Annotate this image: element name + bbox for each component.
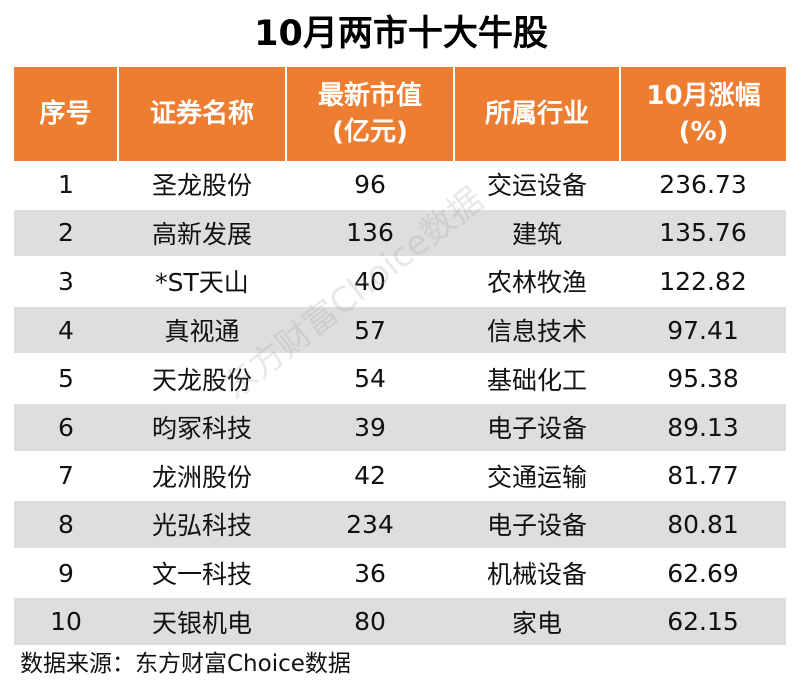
cell-stock-name: 天龙股份 <box>118 353 286 403</box>
header-label: 最新市值 <box>317 81 422 111</box>
table-title: 10月两市十大牛股 <box>254 14 548 54</box>
header-market-cap: 最新市值 (亿元) <box>285 67 454 161</box>
cell-market-cap: 39 <box>286 401 454 452</box>
top-stocks-table: 序号 证券名称 最新市值 (亿元) 所属行业 10月涨幅 (%) 1 圣龙股份 96 交运设备 23… <box>14 67 786 645</box>
cell-industry: 交通运输 <box>454 450 620 501</box>
cell-october-gain: 62.15 <box>620 596 786 645</box>
cell-market-cap: 42 <box>286 450 454 501</box>
cell-stock-name: 文一科技 <box>118 547 286 598</box>
cell-market-cap: 36 <box>286 547 454 598</box>
cell-stock-name: 光弘科技 <box>118 499 286 549</box>
cell-industry: 基础化工 <box>454 353 620 403</box>
cell-stock-name: 龙洲股份 <box>118 450 286 501</box>
cell-industry: 家电 <box>454 596 620 645</box>
header-label: (亿元) <box>332 117 408 147</box>
cell-industry: 农林牧渔 <box>454 256 620 306</box>
header-row: 序号 证券名称 最新市值 (亿元) 所属行业 10月涨幅 (%) <box>14 67 786 161</box>
cell-index: 4 <box>14 304 118 355</box>
header-industry: 所属行业 <box>453 67 620 161</box>
cell-stock-name: 真视通 <box>118 304 286 355</box>
cell-october-gain: 135.76 <box>620 207 786 258</box>
cell-october-gain: 95.38 <box>620 353 786 403</box>
cell-index: 1 <box>14 161 118 209</box>
table-body: 1 圣龙股份 96 交运设备 236.73 2 高新发展 136 建筑 135.76 3 *ST天山 4… <box>14 161 786 645</box>
table-row: 2 高新发展 136 建筑 135.76 <box>14 207 786 258</box>
table-row: 3 *ST天山 40 农林牧渔 122.82 <box>14 256 786 306</box>
cell-october-gain: 236.73 <box>620 161 786 209</box>
header-label: 证券名称 <box>149 99 254 129</box>
cell-october-gain: 89.13 <box>620 401 786 452</box>
header-name: 证券名称 <box>117 67 286 161</box>
header-label: 序号 <box>39 99 92 129</box>
header-october-gain: 10月涨幅 (%) <box>619 67 786 161</box>
cell-stock-name: 昀冢科技 <box>118 401 286 452</box>
cell-october-gain: 122.82 <box>620 256 786 306</box>
header-label: (%) <box>678 117 729 147</box>
header-label: 所属行业 <box>484 99 589 129</box>
table-header: 序号 证券名称 最新市值 (亿元) 所属行业 10月涨幅 (%) <box>14 67 786 161</box>
cell-industry: 电子设备 <box>454 401 620 452</box>
cell-market-cap: 96 <box>286 161 454 209</box>
cell-index: 8 <box>14 499 118 549</box>
cell-october-gain: 97.41 <box>620 304 786 355</box>
header-label: 10月涨幅 <box>646 81 761 111</box>
cell-market-cap: 40 <box>286 256 454 306</box>
header-index: 序号 <box>14 67 118 161</box>
cell-october-gain: 80.81 <box>620 499 786 549</box>
cell-stock-name: *ST天山 <box>118 256 286 306</box>
cell-stock-name: 高新发展 <box>118 207 286 258</box>
cell-industry: 信息技术 <box>454 304 620 355</box>
cell-index: 2 <box>14 207 118 258</box>
cell-index: 10 <box>14 596 118 645</box>
cell-october-gain: 81.77 <box>620 450 786 501</box>
cell-index: 9 <box>14 547 118 598</box>
cell-index: 5 <box>14 353 118 403</box>
table-row: 9 文一科技 36 机械设备 62.69 <box>14 547 786 598</box>
table-row: 4 真视通 57 信息技术 97.41 <box>14 304 786 355</box>
cell-index: 7 <box>14 450 118 501</box>
cell-market-cap: 234 <box>286 499 454 549</box>
cell-stock-name: 圣龙股份 <box>118 161 286 209</box>
cell-index: 6 <box>14 401 118 452</box>
cell-market-cap: 80 <box>286 596 454 645</box>
cell-industry: 机械设备 <box>454 547 620 598</box>
cell-market-cap: 136 <box>286 207 454 258</box>
cell-index: 3 <box>14 256 118 306</box>
table-row: 6 昀冢科技 39 电子设备 89.13 <box>14 401 786 452</box>
table-row: 8 光弘科技 234 电子设备 80.81 <box>14 499 786 549</box>
data-source-note: 数据来源：东方财富Choice数据 <box>20 651 351 677</box>
cell-industry: 电子设备 <box>454 499 620 549</box>
cell-market-cap: 57 <box>286 304 454 355</box>
table-row: 5 天龙股份 54 基础化工 95.38 <box>14 353 786 403</box>
table-row: 10 天银机电 80 家电 62.15 <box>14 596 786 645</box>
cell-october-gain: 62.69 <box>620 547 786 598</box>
cell-market-cap: 54 <box>286 353 454 403</box>
cell-industry: 建筑 <box>454 207 620 258</box>
cell-stock-name: 天银机电 <box>118 596 286 645</box>
table-row: 7 龙洲股份 42 交通运输 81.77 <box>14 450 786 501</box>
table-row: 1 圣龙股份 96 交运设备 236.73 <box>14 161 786 209</box>
cell-industry: 交运设备 <box>454 161 620 209</box>
